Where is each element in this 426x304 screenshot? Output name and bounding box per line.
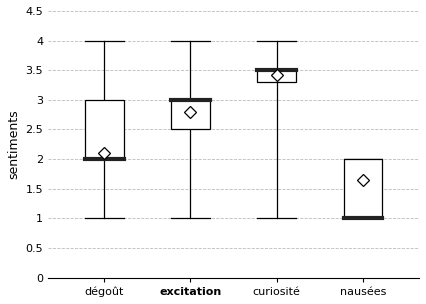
- FancyBboxPatch shape: [257, 70, 296, 82]
- FancyBboxPatch shape: [85, 100, 124, 159]
- Y-axis label: sentiments: sentiments: [7, 109, 20, 179]
- FancyBboxPatch shape: [344, 159, 383, 218]
- FancyBboxPatch shape: [171, 100, 210, 130]
